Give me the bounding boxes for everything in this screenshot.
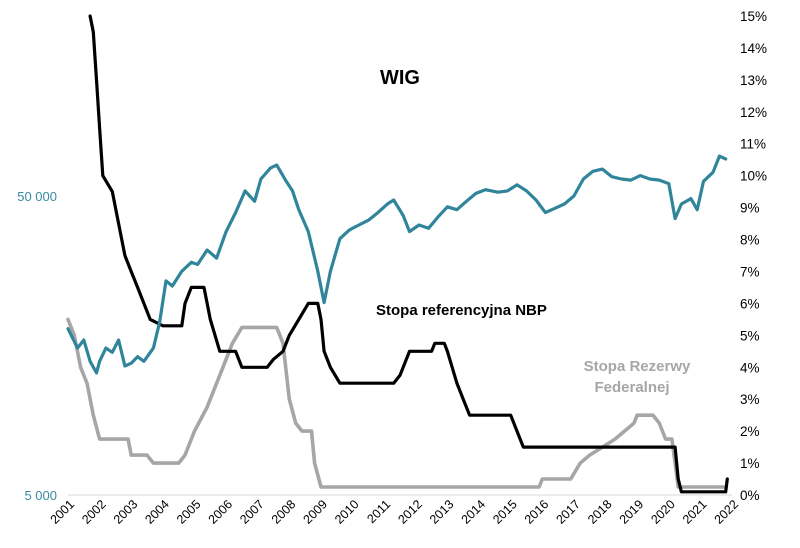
right-tick-label: 1% xyxy=(740,456,760,471)
x-tick-label: 2016 xyxy=(522,497,552,527)
left-tick-label: 50 000 xyxy=(17,189,57,204)
right-tick-label: 0% xyxy=(740,488,760,503)
x-tick-label: 2018 xyxy=(585,497,615,527)
series-layer xyxy=(66,14,729,494)
x-tick-label: 2021 xyxy=(680,497,710,527)
x-tick-label: 2020 xyxy=(648,497,678,527)
nbp-series-label: Stopa referencyjna NBP xyxy=(376,302,547,319)
right-tick-label: 14% xyxy=(740,41,767,56)
right-tick-label: 7% xyxy=(740,264,760,279)
x-tick-label: 2011 xyxy=(364,497,393,526)
nbp-rate-line xyxy=(88,14,729,494)
right-tick-label: 6% xyxy=(740,296,760,311)
x-tick-label: 2004 xyxy=(142,497,172,527)
right-tick-label: 3% xyxy=(740,392,760,407)
x-tick-label: 2006 xyxy=(206,497,236,527)
right-tick-label: 10% xyxy=(740,169,767,184)
x-tick-label: 2008 xyxy=(269,497,299,527)
right-axis-ticks: 0% 1% 2% 3% 4% 5% 6% 7% 8% 9% 10% 11% 12% 13% 14% 15% xyxy=(740,9,767,503)
right-tick-label: 5% xyxy=(740,328,760,343)
right-tick-label: 13% xyxy=(740,73,767,88)
x-tick-label: 2017 xyxy=(553,497,583,527)
x-tick-label: 2007 xyxy=(237,497,267,527)
x-tick-label: 2013 xyxy=(427,497,457,527)
x-tick-label: 2012 xyxy=(395,497,425,527)
right-tick-label: 9% xyxy=(740,201,760,216)
right-tick-label: 4% xyxy=(740,360,760,375)
wig-series-label: WIG xyxy=(380,67,420,89)
x-tick-label: 2002 xyxy=(79,497,109,527)
right-tick-label: 8% xyxy=(740,233,760,248)
fed-rate-line xyxy=(66,317,728,489)
left-tick-label: 5 000 xyxy=(24,488,57,503)
left-axis-ticks: 50 000 5 000 xyxy=(17,189,57,503)
x-tick-label: 2010 xyxy=(332,497,362,527)
right-tick-label: 15% xyxy=(740,9,767,24)
fed-series-label-line2: Federalnej xyxy=(594,379,669,396)
right-tick-label: 11% xyxy=(740,137,766,152)
x-tick-label: 2015 xyxy=(490,497,520,527)
right-tick-label: 12% xyxy=(740,105,767,120)
x-tick-label: 2003 xyxy=(111,497,141,527)
fed-series-label-line1: Stopa Rezerwy xyxy=(584,358,691,375)
x-axis-ticks: 2001 2002 2003 2004 2005 2006 2007 2008 2009 2010… xyxy=(48,497,742,527)
x-tick-label: 2014 xyxy=(459,497,489,527)
x-tick-label: 2005 xyxy=(174,497,204,527)
right-tick-label: 2% xyxy=(740,424,760,439)
x-tick-label: 2009 xyxy=(301,497,331,527)
x-tick-label: 2019 xyxy=(617,497,647,527)
wig-line xyxy=(66,154,728,375)
x-tick-label: 2022 xyxy=(712,497,742,527)
